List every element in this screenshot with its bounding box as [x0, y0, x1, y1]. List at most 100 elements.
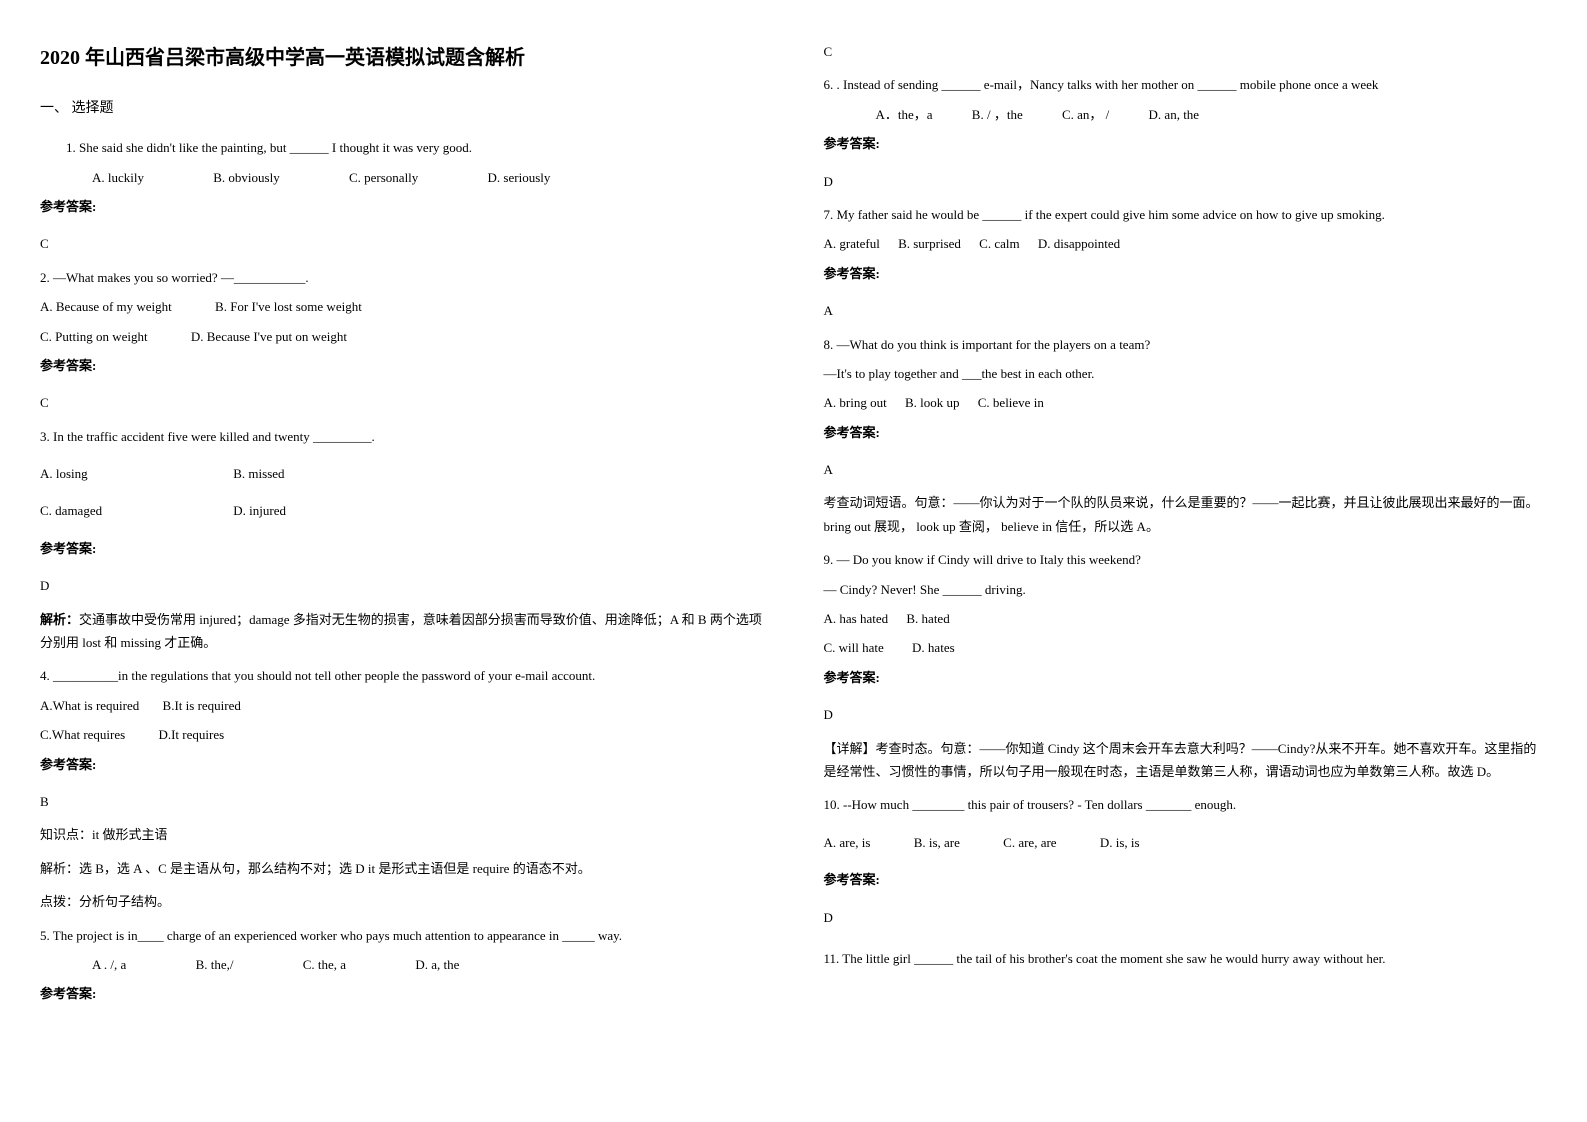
hint-text: 分析句子结构。	[79, 894, 170, 909]
knowledge-text: it 做形式主语	[92, 827, 167, 842]
option-a: A．the，a	[850, 103, 933, 126]
option-d: D.It requires	[158, 723, 224, 746]
question-text: 4. __________in the regulations that you…	[40, 664, 764, 687]
section-header: 一、 选择题	[40, 96, 764, 121]
knowledge-point: 知识点：it 做形式主语	[40, 823, 764, 846]
question-options: A. luckily B. obviously C. personally D.…	[40, 166, 764, 189]
option-d: D. is, is	[1100, 831, 1140, 854]
option-b: B. obviously	[187, 166, 279, 189]
document-title: 2020 年山西省吕梁市高级中学高一英语模拟试题含解析	[40, 40, 764, 76]
explanation-text: 选 B，选 A 、C 是主语从句，那么结构不对；选 D it 是形式主语但是 r…	[79, 861, 591, 876]
hint: 点拨：分析句子结构。	[40, 890, 764, 913]
question-options: A.What is required B.It is required	[40, 694, 764, 717]
question-4: 4. __________in the regulations that you…	[40, 664, 764, 913]
explanation: 解析：交通事故中受伤常用 injured；damage 多指对无生物的损害，意味…	[40, 608, 764, 655]
option-c: C. calm	[979, 232, 1019, 255]
option-c: C. the, a	[277, 953, 346, 976]
option-c: C. are, are	[1003, 831, 1056, 854]
right-column: C 6. . Instead of sending ______ e-mail，…	[824, 40, 1548, 1014]
explanation: 解析：选 B，选 A 、C 是主语从句，那么结构不对；选 D it 是形式主语但…	[40, 857, 764, 880]
question-options: A. are, is B. is, are C. are, are D. is,…	[824, 831, 1548, 854]
option-b: B.It is required	[163, 694, 241, 717]
option-b: B. look up	[905, 391, 960, 414]
knowledge-label: 知识点：	[40, 827, 92, 842]
answer-label: 参考答案:	[40, 537, 764, 560]
option-c: C. an， /	[1036, 103, 1109, 126]
question-7: 7. My father said he would be ______ if …	[824, 203, 1548, 323]
question-text: 10. --How much ________ this pair of tro…	[824, 793, 1548, 816]
answer: C	[40, 232, 764, 255]
option-a: A. losing	[40, 462, 190, 485]
question-options: A. bring out B. look up C. believe in	[824, 391, 1548, 414]
answer: D	[824, 703, 1548, 726]
question-options-row2: C. damaged D. injured	[40, 499, 764, 522]
answer-label: 参考答案:	[40, 354, 764, 377]
option-d: D. disappointed	[1038, 232, 1120, 255]
question-options-row2: C. Putting on weight D. Because I've put…	[40, 325, 764, 348]
option-d: D. hates	[912, 636, 955, 659]
option-d: D. injured	[233, 499, 286, 522]
answer-label: 参考答案:	[40, 753, 764, 776]
question-text: 5. The project is in____ charge of an ex…	[40, 924, 764, 947]
answer: D	[824, 906, 1548, 929]
option-d: D. Because I've put on weight	[191, 325, 347, 348]
left-column: 2020 年山西省吕梁市高级中学高一英语模拟试题含解析 一、 选择题 1. Sh…	[40, 40, 764, 1014]
option-c: C. personally	[323, 166, 418, 189]
answer: A	[824, 458, 1548, 481]
question-9: 9. — Do you know if Cindy will drive to …	[824, 548, 1548, 783]
option-d: D. seriously	[462, 166, 551, 189]
explanation-text: 交通事故中受伤常用 injured；damage 多指对无生物的损害，意味着因部…	[40, 612, 762, 650]
q5-answer: C	[824, 40, 1548, 63]
explanation-label: 解析：	[40, 861, 79, 876]
option-c: C. will hate	[824, 636, 884, 659]
question-8: 8. —What do you think is important for t…	[824, 333, 1548, 539]
option-c: C. damaged	[40, 499, 190, 522]
answer-label: 参考答案:	[40, 195, 764, 218]
answer: D	[40, 574, 764, 597]
question-text-1: 9. — Do you know if Cindy will drive to …	[824, 548, 1548, 571]
answer-label: 参考答案:	[824, 421, 1548, 444]
option-b: B. hated	[906, 607, 949, 630]
option-b: B. surprised	[898, 232, 961, 255]
answer: D	[824, 170, 1548, 193]
option-a: A . /, a	[66, 953, 126, 976]
question-2: 2. —What makes you so worried? —________…	[40, 266, 764, 415]
answer: C	[40, 391, 764, 414]
option-c: C. Putting on weight	[40, 325, 148, 348]
answer-label: 参考答案:	[824, 132, 1548, 155]
option-a: A. are, is	[824, 831, 871, 854]
page-container: 2020 年山西省吕梁市高级中学高一英语模拟试题含解析 一、 选择题 1. Sh…	[40, 40, 1547, 1014]
explanation-label: 解析：	[40, 612, 79, 627]
question-11: 11. The little girl ______ the tail of h…	[824, 947, 1548, 970]
option-a: A. bring out	[824, 391, 887, 414]
option-d: D. an, the	[1123, 103, 1200, 126]
question-options-row2: C.What requires D.It requires	[40, 723, 764, 746]
explanation: 考查动词短语。句意：——你认为对于一个队的队员来说，什么是重要的？——一起比赛，…	[824, 491, 1548, 538]
question-6: 6. . Instead of sending ______ e-mail，Na…	[824, 73, 1548, 193]
hint-label: 点拨：	[40, 894, 79, 909]
answer-label: 参考答案:	[824, 262, 1548, 285]
question-text: 6. . Instead of sending ______ e-mail，Na…	[824, 73, 1548, 96]
answer: A	[824, 299, 1548, 322]
question-3: 3. In the traffic accident five were kil…	[40, 425, 764, 655]
question-text-1: 8. —What do you think is important for t…	[824, 333, 1548, 356]
option-a: A. Because of my weight	[40, 295, 172, 318]
option-a: A.What is required	[40, 694, 139, 717]
question-text-2: —It's to play together and ___the best i…	[824, 362, 1548, 385]
question-1: 1. She said she didn't like the painting…	[40, 136, 764, 256]
option-a: A. luckily	[66, 166, 144, 189]
question-options: A. has hated B. hated	[824, 607, 1548, 630]
question-10: 10. --How much ________ this pair of tro…	[824, 793, 1548, 929]
question-text-2: — Cindy? Never! She ______ driving.	[824, 578, 1548, 601]
question-text: 1. She said she didn't like the painting…	[40, 136, 764, 159]
option-b: B. is, are	[914, 831, 960, 854]
option-b: B. / ，the	[946, 103, 1023, 126]
option-b: B. For I've lost some weight	[215, 295, 362, 318]
question-options: A. grateful B. surprised C. calm D. disa…	[824, 232, 1548, 255]
question-options: A. losing B. missed	[40, 462, 764, 485]
question-options: A．the，a B. / ，the C. an， / D. an, the	[824, 103, 1548, 126]
question-5: 5. The project is in____ charge of an ex…	[40, 924, 764, 1006]
option-c: C.What requires	[40, 723, 125, 746]
explanation: 【详解】考查时态。句意：——你知道 Cindy 这个周末会开车去意大利吗？——C…	[824, 737, 1548, 784]
question-text: 7. My father said he would be ______ if …	[824, 203, 1548, 226]
